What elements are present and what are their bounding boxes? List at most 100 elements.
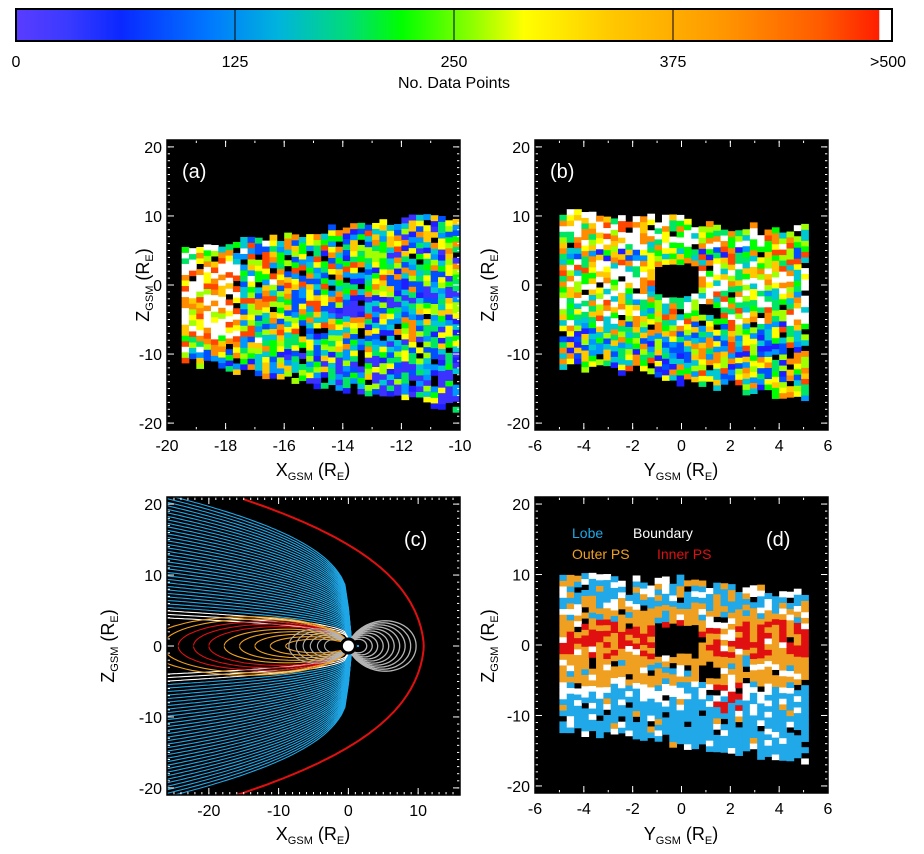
panel-d-cell bbox=[749, 686, 758, 693]
panel-c-field-line bbox=[167, 645, 359, 703]
panel-d-cell bbox=[793, 667, 802, 674]
panel-a-cell bbox=[372, 234, 380, 240]
panel-b-cell bbox=[581, 322, 590, 329]
panel-d-cell bbox=[757, 708, 765, 715]
panel-c-field-line bbox=[167, 543, 359, 647]
panel-d-xtick-label-4: 2 bbox=[726, 801, 735, 818]
panel-b-cell bbox=[610, 306, 619, 313]
panel-b-cell bbox=[610, 317, 619, 324]
panel-b-cell bbox=[771, 348, 780, 355]
panel-b-cell bbox=[749, 316, 758, 323]
panel-a-cell bbox=[452, 312, 461, 319]
panel-d-cell bbox=[632, 581, 641, 588]
panel-c-field-line bbox=[167, 645, 359, 745]
panel-a-cell bbox=[313, 361, 322, 368]
panel-b-cell bbox=[654, 238, 663, 245]
panel-d-cell bbox=[749, 681, 758, 688]
panel-b-cell bbox=[559, 319, 568, 326]
panel-c-field-line bbox=[167, 498, 359, 647]
panel-b-cell bbox=[720, 323, 729, 330]
panel-a-cell bbox=[386, 318, 395, 325]
panel-b-cell bbox=[661, 314, 670, 321]
panel-b-xlabel: YGSM (RE) bbox=[644, 460, 718, 483]
panel-b-cell bbox=[705, 259, 714, 266]
panel-a-cell bbox=[364, 313, 373, 320]
panel-a-cell bbox=[438, 320, 446, 327]
panel-b-cell bbox=[698, 381, 707, 387]
panel-a-cell bbox=[320, 294, 329, 301]
panel-b-cell bbox=[574, 336, 582, 343]
panel-d-cell bbox=[647, 658, 656, 665]
panel-a-cell bbox=[342, 244, 351, 251]
panel-b-cell bbox=[735, 230, 743, 237]
panel-b-cell bbox=[801, 395, 809, 402]
panel-d-cell bbox=[786, 608, 795, 615]
panel-c-field-line bbox=[167, 645, 359, 780]
panel-b-cell bbox=[786, 391, 795, 398]
panel-d-cell bbox=[639, 633, 648, 640]
panel-d-cell bbox=[793, 594, 802, 601]
panel-d-cell bbox=[596, 641, 604, 648]
panel-b-cell bbox=[618, 237, 626, 244]
panel-a-cell bbox=[254, 348, 263, 355]
panel-b-cell bbox=[735, 351, 743, 358]
panel-a-cell bbox=[291, 278, 300, 285]
panel-a-cell bbox=[240, 303, 248, 310]
panel-d-cell bbox=[742, 655, 751, 662]
panel-d-cell bbox=[654, 673, 663, 680]
panel-d-cell bbox=[705, 638, 714, 645]
panel-d-cell bbox=[705, 633, 714, 640]
panel-d-cell bbox=[757, 753, 765, 760]
panel-a-cell bbox=[203, 321, 212, 328]
panel-a-cell bbox=[379, 313, 388, 320]
panel-d-cell bbox=[625, 611, 634, 618]
panel-d-cell bbox=[757, 618, 765, 625]
panel-b-cell bbox=[779, 298, 787, 305]
panel-a-cell bbox=[335, 335, 344, 342]
panel-d-cell bbox=[691, 720, 699, 727]
panel-a-cell bbox=[247, 275, 256, 282]
panel-d-cell bbox=[779, 675, 787, 682]
panel-a-cell bbox=[408, 391, 417, 398]
panel-a-cell bbox=[320, 233, 329, 240]
panel-a-cell bbox=[379, 291, 388, 297]
panel-d-cell bbox=[588, 725, 597, 732]
panel-b-cell bbox=[793, 247, 802, 254]
panel-d-cell bbox=[676, 614, 685, 621]
panel-b-cell bbox=[691, 260, 699, 267]
panel-d-cell bbox=[574, 643, 582, 650]
panel-a-cell bbox=[438, 370, 446, 377]
panel-d-cell bbox=[771, 618, 780, 625]
panel-a-cell bbox=[218, 268, 226, 275]
panel-d-cell bbox=[742, 733, 751, 741]
panel-d-cell bbox=[793, 718, 802, 725]
panel-b-cell bbox=[654, 343, 663, 350]
panel-b-cell bbox=[683, 257, 692, 264]
panel-d-cell bbox=[742, 587, 751, 594]
panel-a-cell bbox=[386, 224, 395, 231]
panel-a-cell bbox=[313, 316, 322, 323]
panel-b-cell bbox=[727, 374, 736, 381]
panel-b-cell bbox=[713, 373, 721, 380]
panel-d-cell bbox=[757, 595, 765, 602]
panel-a-cell bbox=[423, 285, 432, 292]
panel-a-cell bbox=[401, 294, 410, 301]
panel-a-cell bbox=[196, 340, 205, 347]
panel-d-cell bbox=[793, 695, 802, 702]
panel-d-cell bbox=[801, 656, 809, 664]
panel-d-cell bbox=[574, 699, 582, 706]
panel-a-cell bbox=[313, 278, 322, 285]
panel-d-cell bbox=[654, 718, 663, 725]
panel-a-cell bbox=[372, 278, 380, 285]
panel-b-cell bbox=[603, 255, 612, 262]
panel-d-cell bbox=[793, 735, 802, 742]
panel-d-cell bbox=[705, 695, 714, 702]
panel-b-cell bbox=[698, 265, 707, 271]
panel-d-cell bbox=[705, 616, 714, 623]
panel-d-cell bbox=[698, 642, 707, 649]
panel-d-cell bbox=[632, 620, 641, 627]
panel-d-cell bbox=[610, 649, 619, 656]
panel-d-cell bbox=[727, 725, 736, 732]
panel-b-cell bbox=[779, 376, 787, 383]
panel-b-cell bbox=[793, 341, 802, 348]
